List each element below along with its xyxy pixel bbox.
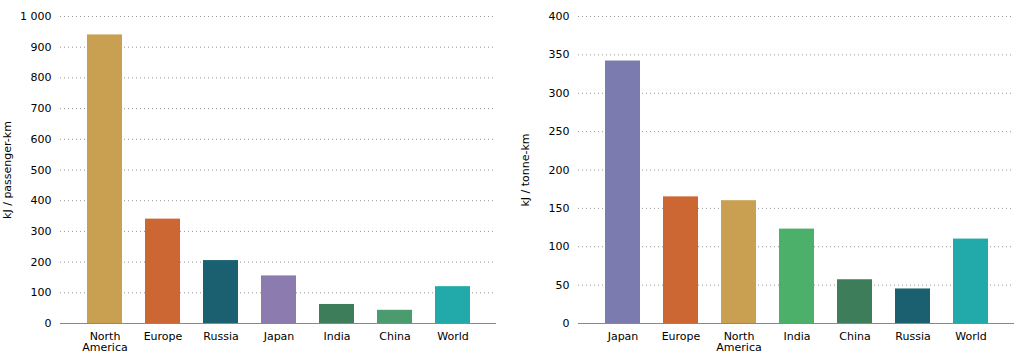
svg-text:50: 50 — [556, 279, 570, 292]
svg-text:200: 200 — [549, 164, 570, 177]
svg-text:India: India — [784, 330, 811, 343]
svg-text:400: 400 — [31, 194, 52, 207]
svg-text:150: 150 — [549, 202, 570, 215]
svg-text:900: 900 — [31, 41, 52, 54]
svg-text:NorthAmerica: NorthAmerica — [82, 330, 127, 354]
svg-text:Russia: Russia — [895, 330, 930, 343]
svg-text:0: 0 — [563, 317, 570, 330]
svg-text:India: India — [324, 330, 351, 343]
svg-text:Russia: Russia — [203, 330, 238, 343]
svg-text:Japan: Japan — [607, 330, 639, 343]
svg-text:China: China — [839, 330, 870, 343]
svg-text:Japan: Japan — [263, 330, 295, 343]
svg-text:100: 100 — [549, 240, 570, 253]
svg-text:800: 800 — [31, 71, 52, 84]
svg-text:100: 100 — [31, 286, 52, 299]
svg-text:China: China — [379, 330, 410, 343]
svg-text:200: 200 — [31, 256, 52, 269]
svg-text:kJ / tonne-km: kJ / tonne-km — [519, 133, 532, 206]
svg-text:250: 250 — [549, 125, 570, 138]
svg-text:World: World — [437, 330, 469, 343]
svg-text:Europe: Europe — [662, 330, 701, 343]
svg-text:Europe: Europe — [144, 330, 183, 343]
svg-text:0: 0 — [45, 317, 52, 330]
svg-text:400: 400 — [549, 10, 570, 23]
svg-text:World: World — [955, 330, 987, 343]
svg-text:600: 600 — [31, 133, 52, 146]
svg-text:kJ / passenger-km: kJ / passenger-km — [1, 121, 14, 219]
svg-text:1 000: 1 000 — [20, 10, 52, 23]
svg-text:300: 300 — [31, 225, 52, 238]
svg-text:350: 350 — [549, 48, 570, 61]
svg-text:300: 300 — [549, 87, 570, 100]
svg-text:700: 700 — [31, 102, 52, 115]
svg-text:NorthAmerica: NorthAmerica — [716, 330, 761, 354]
svg-text:500: 500 — [31, 164, 52, 177]
